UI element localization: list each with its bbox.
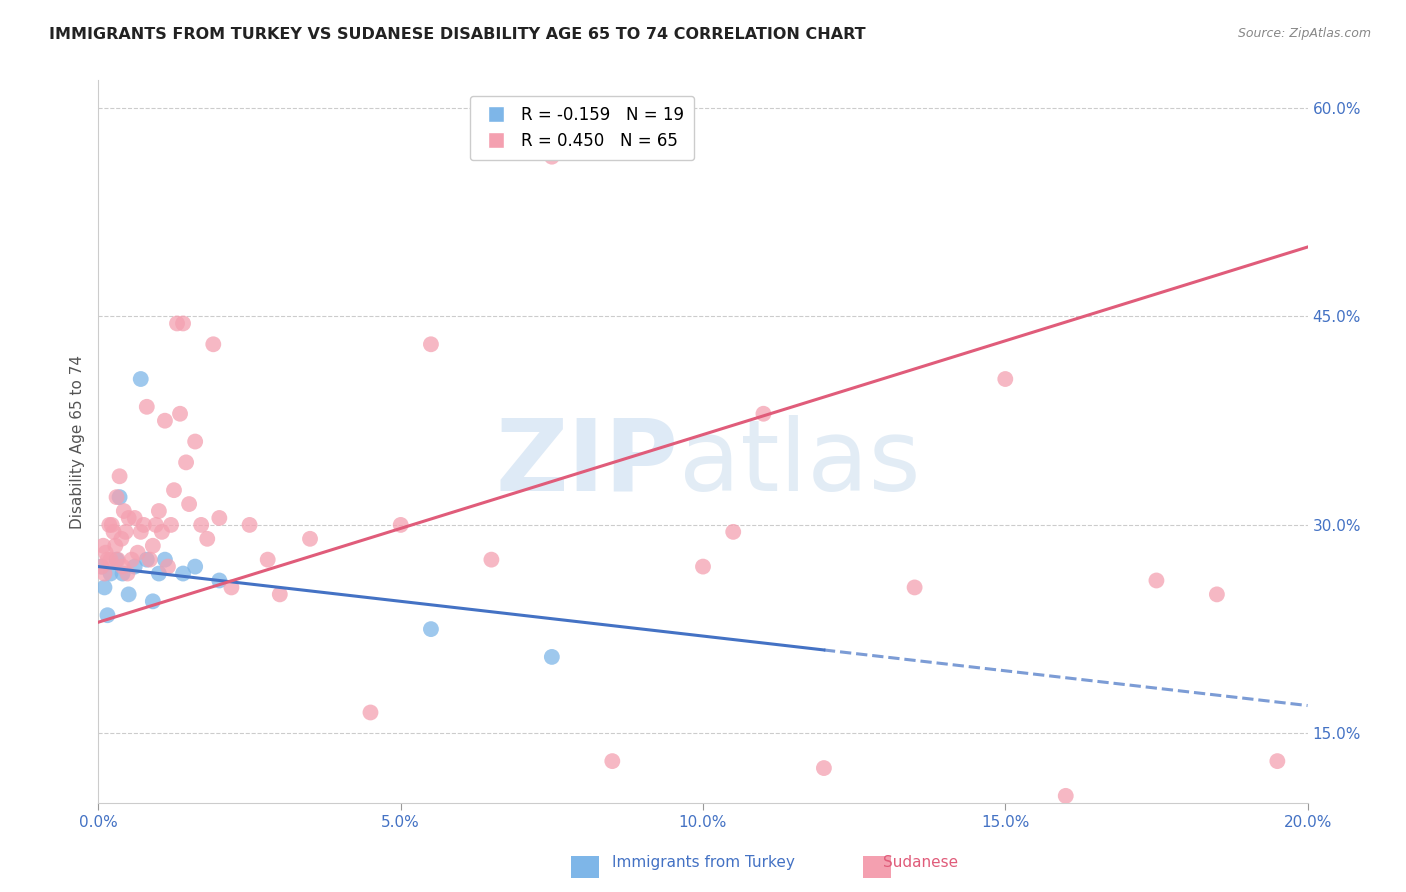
- Point: [389, 517, 412, 532]
- Point: [153, 414, 176, 428]
- Point: [100, 517, 122, 532]
- Text: Sudanese: Sudanese: [883, 855, 959, 870]
- Point: [111, 559, 134, 574]
- Point: [208, 511, 231, 525]
- Point: [132, 517, 155, 532]
- Point: [90, 559, 112, 574]
- Point: [752, 407, 775, 421]
- Point: [163, 483, 186, 498]
- Point: [142, 594, 165, 608]
- Point: [239, 517, 262, 532]
- Point: [166, 317, 188, 331]
- Point: [172, 317, 194, 331]
- Point: [540, 649, 562, 664]
- Point: [269, 587, 291, 601]
- Point: [112, 504, 135, 518]
- Point: [148, 566, 170, 581]
- Point: [142, 539, 165, 553]
- Point: [195, 532, 218, 546]
- Point: [117, 566, 139, 581]
- Point: [105, 552, 128, 566]
- Point: [121, 552, 143, 566]
- Point: [129, 524, 152, 539]
- Point: [723, 524, 745, 539]
- Point: [360, 706, 382, 720]
- Point: [108, 490, 131, 504]
- Legend: R = -0.159   N = 19, R = 0.450   N = 65: R = -0.159 N = 19, R = 0.450 N = 65: [470, 95, 695, 161]
- Point: [299, 532, 322, 546]
- Point: [145, 517, 167, 532]
- Point: [156, 559, 179, 574]
- Point: [108, 469, 131, 483]
- Point: [1206, 587, 1229, 601]
- Point: [94, 546, 117, 560]
- Point: [169, 407, 191, 421]
- Point: [103, 524, 125, 539]
- Point: [118, 511, 141, 525]
- Point: [420, 337, 443, 351]
- Point: [105, 490, 128, 504]
- Point: [90, 559, 112, 574]
- Point: [202, 337, 225, 351]
- Point: [153, 552, 176, 566]
- Text: Immigrants from Turkey: Immigrants from Turkey: [612, 855, 794, 870]
- Point: [692, 559, 714, 574]
- Point: [118, 587, 141, 601]
- Point: [184, 559, 207, 574]
- Text: Source: ZipAtlas.com: Source: ZipAtlas.com: [1237, 27, 1371, 40]
- Point: [150, 524, 173, 539]
- Point: [1146, 574, 1168, 588]
- Point: [174, 455, 197, 469]
- Point: [139, 552, 162, 566]
- Point: [1267, 754, 1289, 768]
- Point: [1054, 789, 1077, 803]
- Point: [93, 581, 115, 595]
- Point: [111, 566, 134, 581]
- Point: [481, 552, 503, 566]
- Point: [129, 372, 152, 386]
- Point: [114, 524, 136, 539]
- Point: [91, 539, 114, 553]
- Point: [98, 517, 121, 532]
- Y-axis label: Disability Age 65 to 74: Disability Age 65 to 74: [69, 354, 84, 529]
- Point: [179, 497, 201, 511]
- Point: [602, 754, 624, 768]
- Point: [208, 574, 231, 588]
- Point: [184, 434, 207, 449]
- Point: [160, 517, 183, 532]
- Point: [93, 566, 115, 581]
- Point: [107, 552, 129, 566]
- Point: [96, 552, 118, 566]
- Point: [100, 552, 122, 566]
- Point: [172, 566, 194, 581]
- Text: ZIP: ZIP: [496, 415, 679, 512]
- Point: [124, 559, 146, 574]
- Point: [127, 546, 149, 560]
- Text: IMMIGRANTS FROM TURKEY VS SUDANESE DISABILITY AGE 65 TO 74 CORRELATION CHART: IMMIGRANTS FROM TURKEY VS SUDANESE DISAB…: [49, 27, 866, 42]
- Point: [96, 608, 118, 623]
- Point: [124, 511, 146, 525]
- Point: [190, 517, 212, 532]
- Point: [135, 400, 157, 414]
- Text: atlas: atlas: [679, 415, 921, 512]
- Point: [904, 581, 927, 595]
- Point: [100, 566, 122, 581]
- Point: [148, 504, 170, 518]
- Point: [104, 539, 127, 553]
- Point: [256, 552, 278, 566]
- Point: [994, 372, 1017, 386]
- Point: [540, 150, 562, 164]
- Point: [135, 552, 157, 566]
- Point: [420, 622, 443, 636]
- Point: [813, 761, 835, 775]
- Point: [110, 532, 132, 546]
- Point: [221, 581, 243, 595]
